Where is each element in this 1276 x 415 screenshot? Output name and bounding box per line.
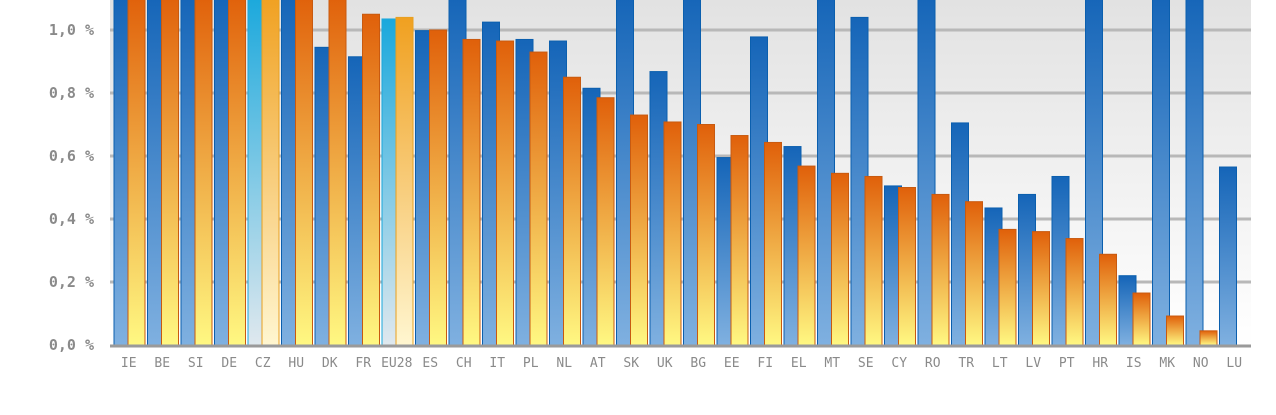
x-tick-label: LT [992,356,1008,371]
bar-no-series-2 [1199,330,1218,346]
x-tick-label: TR [958,356,974,371]
bar-lt-series-2 [998,228,1017,346]
bar-tr-series-2 [965,201,983,346]
x-tick-label: FR [355,356,371,371]
bar-hu-series-2 [295,0,313,346]
x-tick-label: BG [690,356,706,371]
x-tick-label: ES [422,356,438,371]
bar-fr-series-2 [362,13,380,346]
x-tick-label: PL [523,356,539,371]
y-tick-label: 0,4 % [49,210,94,228]
x-tick-label: NL [556,356,572,371]
x-tick-label: SE [858,356,874,371]
x-tick-label: EU28 [381,356,412,371]
bars [113,0,1237,346]
x-tick-label: RO [925,356,941,371]
y-tick-label: 0,2 % [49,273,94,291]
x-axis-ticks: IE BE SI DE CZ HU DK FR EU28 ES CH IT PL NL AT SK UK BG EE… [121,356,1242,371]
bar-dk-series-2 [328,0,347,346]
bar-si-series-2 [194,0,213,346]
bar-mk-series-2 [1166,315,1184,346]
x-tick-label: IS [1126,356,1142,371]
bar-bg-series-2 [697,124,715,346]
bar-ie-series-2 [127,0,146,346]
bar-ro-series-2 [931,193,950,346]
x-tick-label: BE [154,356,170,371]
bar-eu28-series-2 [395,16,414,346]
bar-it-series-2 [496,40,514,346]
x-tick-label: UK [657,356,673,371]
bar-de-series-2 [228,0,246,346]
bar-lu-series-1 [1219,166,1237,346]
x-tick-label: LV [1025,356,1041,371]
bar-pt-series-2 [1065,238,1084,346]
bar-hr-series-2 [1099,253,1117,346]
bar-mt-series-2 [831,172,849,346]
bar-nl-series-2 [563,76,581,346]
x-tick-label: EL [791,356,807,371]
x-tick-label: LU [1226,356,1242,371]
bar-uk-series-2 [663,121,682,346]
bar-lv-series-2 [1032,231,1050,346]
x-tick-label: CZ [255,356,271,371]
x-tick-label: DK [322,356,338,371]
x-tick-label: MK [1159,356,1175,371]
x-tick-label: SK [623,356,639,371]
bar-ee-series-2 [730,135,749,346]
y-tick-label: 0,6 % [49,147,94,165]
bar-cz-series-2 [261,0,280,346]
x-tick-label: NO [1193,356,1209,371]
x-tick-label: SI [188,356,204,371]
bar-ch-series-2 [462,38,481,346]
x-tick-label: EE [724,356,740,371]
bar-sk-series-2 [630,114,648,346]
y-axis-ticks: 0,0 % 0,2 % 0,4 % 0,6 % 0,8 % 1,0 % [49,21,94,354]
y-tick-label: 0,0 % [49,336,94,354]
x-tick-label: HR [1092,356,1108,371]
bar-es-series-2 [429,29,447,346]
x-tick-label: DE [221,356,237,371]
y-tick-label: 1,0 % [49,21,94,39]
x-tick-label: CY [891,356,907,371]
bar-fi-series-2 [764,141,782,346]
x-tick-label: IT [489,356,505,371]
x-tick-label: AT [590,356,606,371]
x-tick-label: HU [288,356,304,371]
bar-at-series-2 [596,97,615,346]
x-tick-label: PT [1059,356,1075,371]
bar-cy-series-2 [898,187,916,346]
bar-el-series-2 [797,165,816,346]
bar-is-series-2 [1132,292,1151,346]
bar-pl-series-2 [529,51,548,346]
y-tick-label: 0,8 % [49,84,94,102]
bar-be-series-2 [161,0,179,346]
bar-no-series-1 [1185,0,1204,346]
bar-mk-series-1 [1152,0,1170,346]
x-tick-label: CH [456,356,472,371]
x-tick-label: FI [757,356,773,371]
bar-se-series-2 [864,175,883,346]
x-tick-label: IE [121,356,137,371]
x-tick-label: MT [824,356,840,371]
